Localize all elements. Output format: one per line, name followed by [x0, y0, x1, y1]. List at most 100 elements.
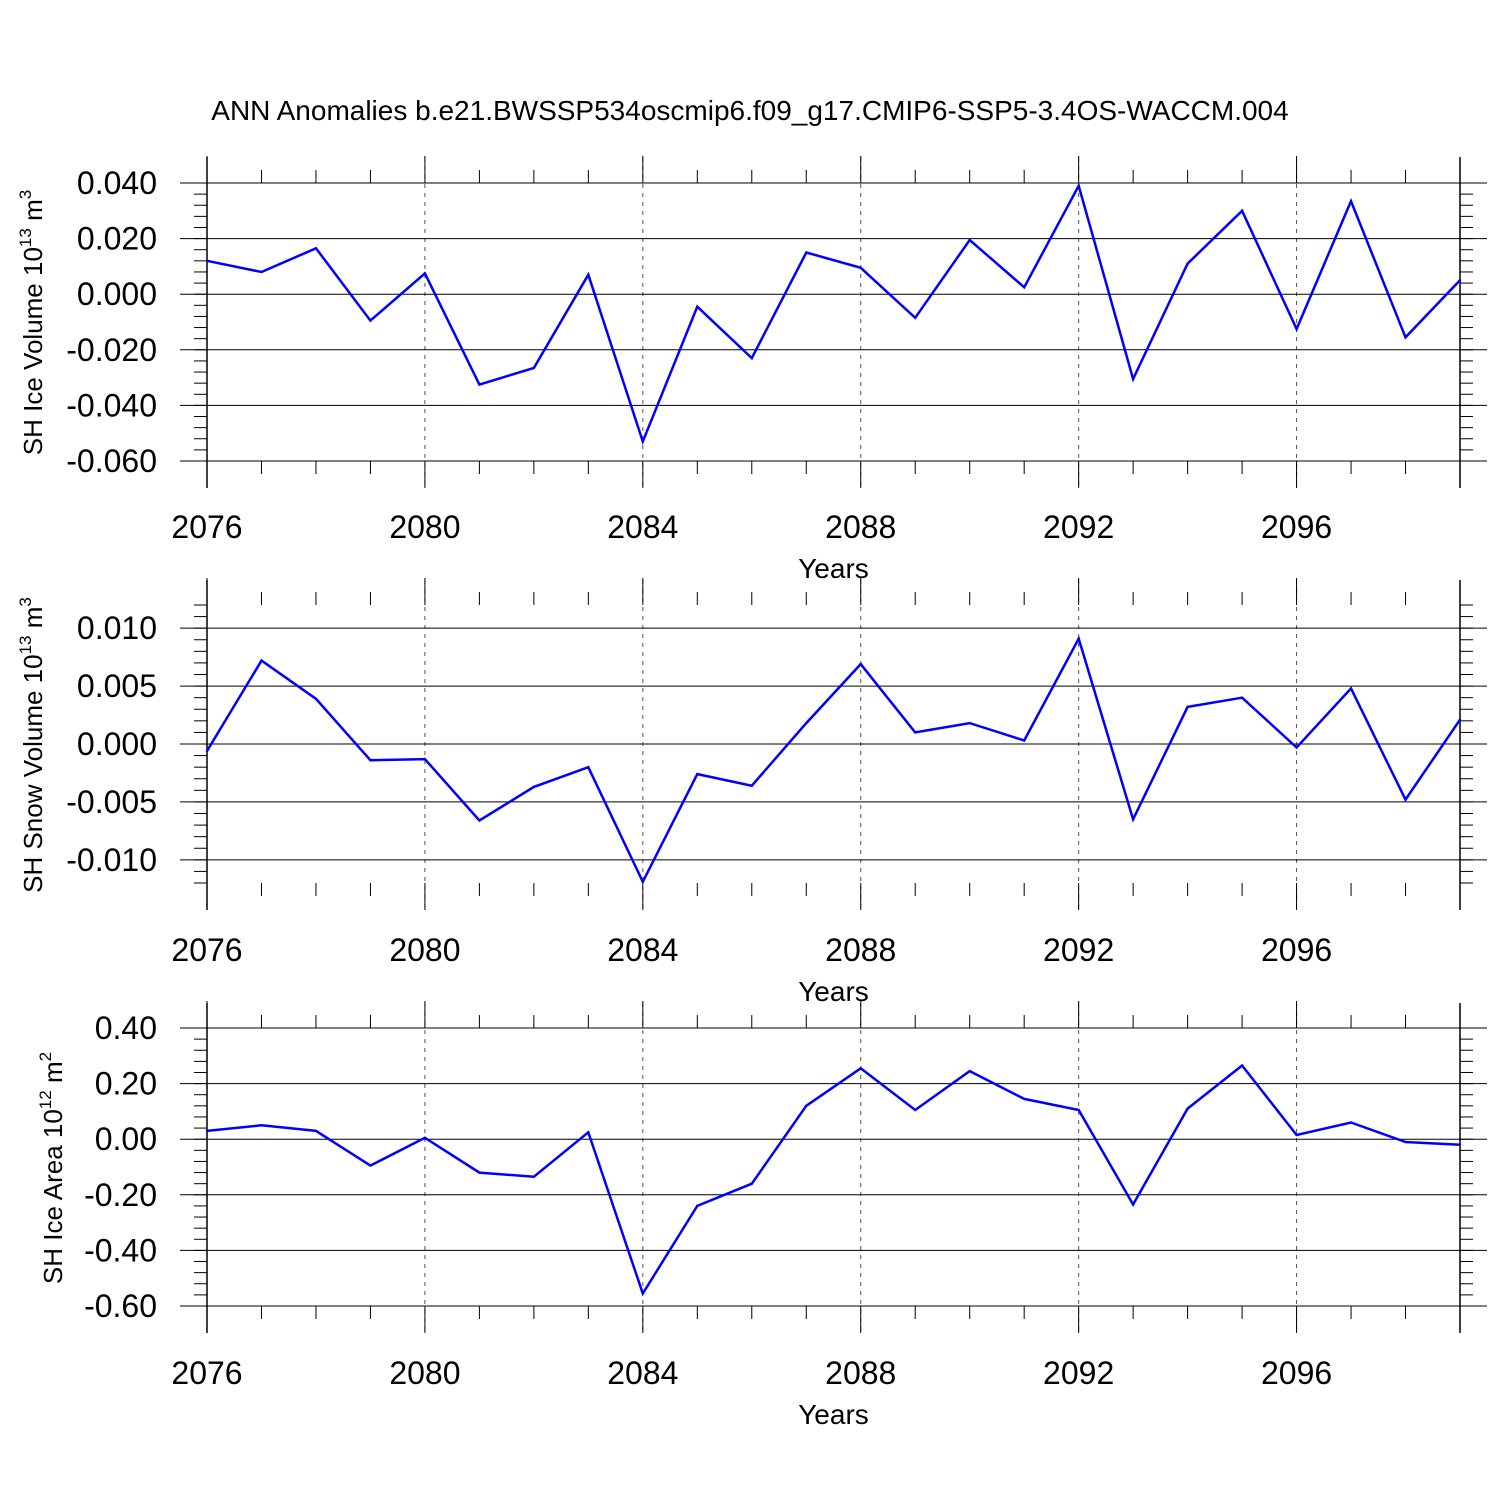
data-point [1240, 1064, 1244, 1067]
data-point [641, 440, 645, 443]
data-point [1404, 1140, 1407, 1144]
x-axis-title: Years [798, 1399, 869, 1430]
data-point [1077, 184, 1080, 187]
data-point [914, 316, 917, 320]
data-point [1022, 1097, 1026, 1101]
data-point [260, 1124, 263, 1127]
data-point [532, 1175, 536, 1178]
data-point [1295, 1133, 1298, 1137]
series-line [206, 1063, 1461, 1297]
y-axis-title-text: m [38, 1061, 68, 1090]
y-axis-title-superscript: 3 [16, 190, 35, 199]
data-point [532, 366, 536, 370]
data-point [260, 659, 263, 662]
y-tick-label: 0.00 [95, 1121, 157, 1157]
data-point [314, 1129, 318, 1133]
data-point [369, 759, 372, 762]
y-tick-label: 0.020 [77, 221, 157, 257]
data-point [423, 757, 427, 761]
data-point [859, 662, 862, 666]
data-point [1240, 209, 1244, 212]
x-tick-label: 2080 [389, 509, 460, 545]
y-tick-label: 0.000 [77, 276, 157, 312]
x-tick-label: 2076 [171, 1355, 242, 1391]
data-point [478, 1171, 481, 1174]
data-point [859, 1067, 862, 1070]
data-point [750, 1182, 753, 1185]
data-point [1131, 377, 1135, 381]
x-axis-title: Years [798, 553, 869, 584]
data-point [205, 259, 209, 263]
data-point [314, 697, 318, 701]
y-tick-label: -0.60 [84, 1288, 157, 1324]
x-tick-label: 2076 [171, 509, 242, 545]
x-tick-label: 2080 [389, 932, 460, 968]
y-tick-label: -0.060 [66, 443, 157, 479]
data-point [805, 251, 808, 254]
x-tick-label: 2096 [1261, 509, 1332, 545]
data-point [1022, 739, 1026, 742]
y-tick-label: -0.020 [66, 332, 157, 368]
x-tick-label: 2088 [825, 1355, 896, 1391]
data-point [750, 356, 753, 360]
x-tick-label: 2088 [825, 509, 896, 545]
data-point [532, 785, 536, 789]
data-point [423, 272, 427, 275]
data-point [1404, 798, 1407, 801]
data-point [369, 1164, 372, 1167]
x-tick-label: 2092 [1043, 509, 1114, 545]
data-point [1349, 199, 1353, 203]
y-tick-label: 0.040 [77, 165, 157, 201]
data-point [968, 1069, 971, 1073]
y-axis-title-superscript: 13 [16, 228, 35, 247]
data-point [369, 319, 372, 322]
data-point [1077, 637, 1080, 640]
data-point [1404, 336, 1407, 339]
data-point [859, 266, 862, 269]
series-line [206, 182, 1461, 446]
panel-2: -0.010 -0.005 0.000 0.005 0.010 2076 2080 2084 2… [16, 578, 1487, 1007]
panel-1: -0.060 -0.040 -0.020 0.000 0.020 0.040 2076 208… [16, 156, 1487, 584]
y-tick-label: -0.20 [84, 1177, 157, 1213]
data-point [805, 1104, 808, 1108]
data-point [968, 721, 971, 725]
data-point [587, 273, 590, 276]
y-axis-title-superscript: 2 [36, 1052, 55, 1061]
data-point [641, 880, 645, 884]
data-point [1022, 286, 1026, 289]
x-tick-label: 2092 [1043, 1355, 1114, 1391]
y-axis-title: SH Ice Volume 1013 m3 [16, 190, 48, 455]
data-point [314, 247, 318, 250]
y-tick-label: 0.010 [77, 610, 157, 646]
panel-3: -0.60 -0.40 -0.20 0.00 0.20 0.40 2076 2080 2084 2… [36, 1001, 1487, 1430]
y-tick-label: -0.040 [66, 387, 157, 423]
series-line [205, 635, 1462, 885]
y-tick-label: 0.005 [77, 668, 157, 704]
data-point [641, 1292, 645, 1295]
y-tick-label: -0.40 [84, 1232, 157, 1268]
y-tick-label: -0.010 [66, 842, 157, 878]
data-point [1186, 262, 1189, 265]
data-point [1131, 1203, 1135, 1206]
data-point [478, 383, 481, 386]
data-point [1077, 1108, 1080, 1112]
y-axis-title-superscript: 12 [36, 1090, 55, 1109]
y-axis-title: SH Ice Area 1012 m2 [36, 1052, 68, 1284]
data-point [260, 270, 263, 274]
data-point [914, 1108, 917, 1112]
y-axis-title-text: m [18, 607, 48, 636]
y-axis-title-superscript: 3 [16, 597, 35, 606]
data-point [805, 721, 808, 725]
x-tick-label: 2096 [1261, 1355, 1332, 1391]
data-point [1458, 279, 1462, 282]
data-point [587, 765, 590, 769]
data-point [1240, 696, 1244, 699]
data-point [1458, 1143, 1462, 1146]
y-axis-title: SH Snow Volume 1013 m3 [16, 597, 48, 893]
x-tick-label: 2076 [171, 932, 242, 968]
data-point [696, 1204, 699, 1208]
data-point [1131, 818, 1135, 821]
data-point [1186, 705, 1189, 709]
y-axis-title-text: SH Ice Volume 10 [18, 247, 48, 455]
